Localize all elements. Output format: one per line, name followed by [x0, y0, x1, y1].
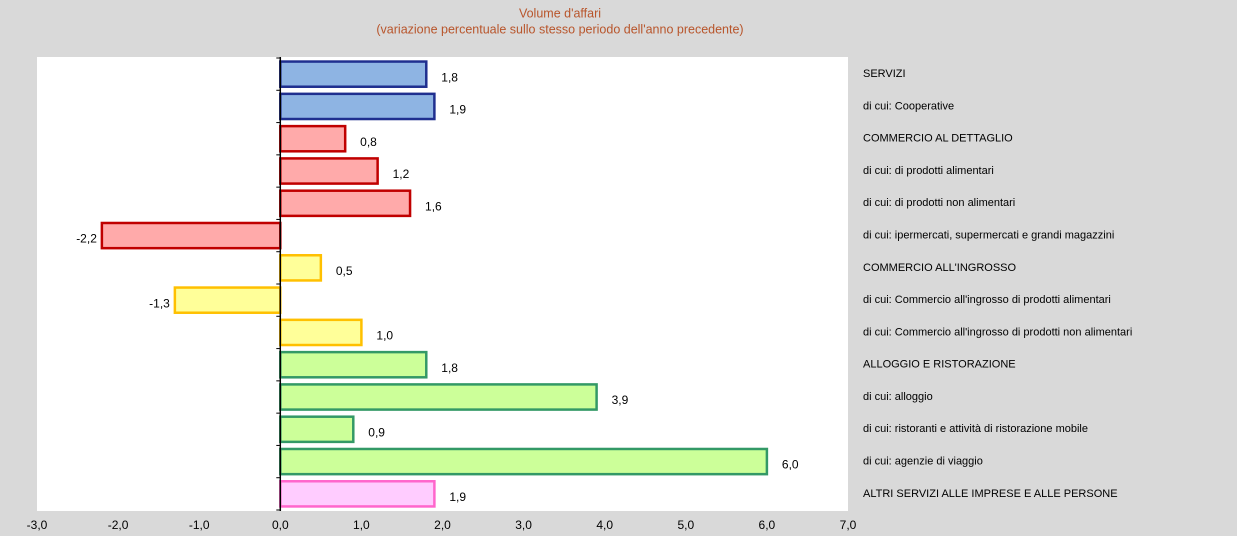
value-label: 0,5 — [336, 264, 353, 278]
x-tick-label: 0,0 — [272, 518, 289, 532]
x-tick-label: -3,0 — [27, 518, 48, 532]
chart-subtitle: (variazione percentuale sullo stesso per… — [376, 22, 743, 36]
category-label: COMMERCIO AL DETTAGLIO — [863, 133, 1013, 145]
bar — [279, 157, 379, 185]
bar — [279, 480, 436, 508]
category-label: di cui: di prodotti alimentari — [863, 165, 994, 177]
category-label: di cui: ristoranti e attività di ristora… — [863, 423, 1088, 435]
value-label: 1,9 — [449, 490, 466, 504]
x-tick-label: -1,0 — [189, 518, 210, 532]
value-label: 1,2 — [393, 167, 410, 181]
bar — [279, 350, 428, 379]
x-tick-label: 1,0 — [353, 518, 370, 532]
bar — [279, 415, 355, 444]
bar — [279, 254, 323, 282]
category-label: di cui: alloggio — [863, 391, 933, 403]
bar — [279, 124, 347, 153]
category-label: di cui: ipermercati, supermercati e gran… — [863, 229, 1114, 241]
value-label: 0,9 — [368, 425, 385, 439]
category-label: di cui: di prodotti non alimentari — [863, 197, 1015, 209]
bar — [279, 383, 598, 411]
value-label: -1,3 — [149, 296, 170, 310]
bar — [279, 189, 412, 218]
category-label: COMMERCIO ALL'INGROSSO — [863, 262, 1017, 274]
x-tick-label: 7,0 — [840, 518, 857, 532]
x-tick-label: 2,0 — [434, 518, 451, 532]
value-label: 1,0 — [376, 329, 393, 343]
plot-area — [37, 57, 848, 511]
bar — [279, 60, 428, 88]
x-tick-label: 4,0 — [596, 518, 613, 532]
x-tick-label: 6,0 — [759, 518, 776, 532]
value-label: 1,9 — [449, 103, 466, 117]
value-label: 0,8 — [360, 135, 377, 149]
bar — [279, 447, 769, 476]
value-label: 3,9 — [612, 393, 629, 407]
category-label: ALTRI SERVIZI ALLE IMPRESE E ALLE PERSON… — [863, 488, 1118, 500]
value-label: 1,6 — [425, 199, 442, 213]
x-tick-label: 5,0 — [677, 518, 694, 532]
chart-title: Volume d'affari — [519, 6, 601, 20]
bar — [279, 318, 363, 347]
category-label: di cui: Commercio all'ingrosso di prodot… — [863, 294, 1111, 306]
category-label: di cui: Cooperative — [863, 100, 954, 112]
category-label: ALLOGGIO E RISTORAZIONE — [863, 359, 1016, 371]
value-label: 6,0 — [782, 458, 799, 472]
bar — [100, 221, 282, 250]
x-tick-label: -2,0 — [108, 518, 129, 532]
bar — [279, 92, 436, 121]
x-tick-label: 3,0 — [515, 518, 532, 532]
category-label: SERVIZI — [863, 68, 906, 80]
category-label: di cui: Commercio all'ingrosso di prodot… — [863, 326, 1132, 338]
value-label: -2,2 — [76, 232, 97, 246]
value-label: 1,8 — [441, 70, 458, 84]
bar — [173, 286, 282, 314]
value-label: 1,8 — [441, 361, 458, 375]
category-label: di cui: agenzie di viaggio — [863, 455, 983, 467]
